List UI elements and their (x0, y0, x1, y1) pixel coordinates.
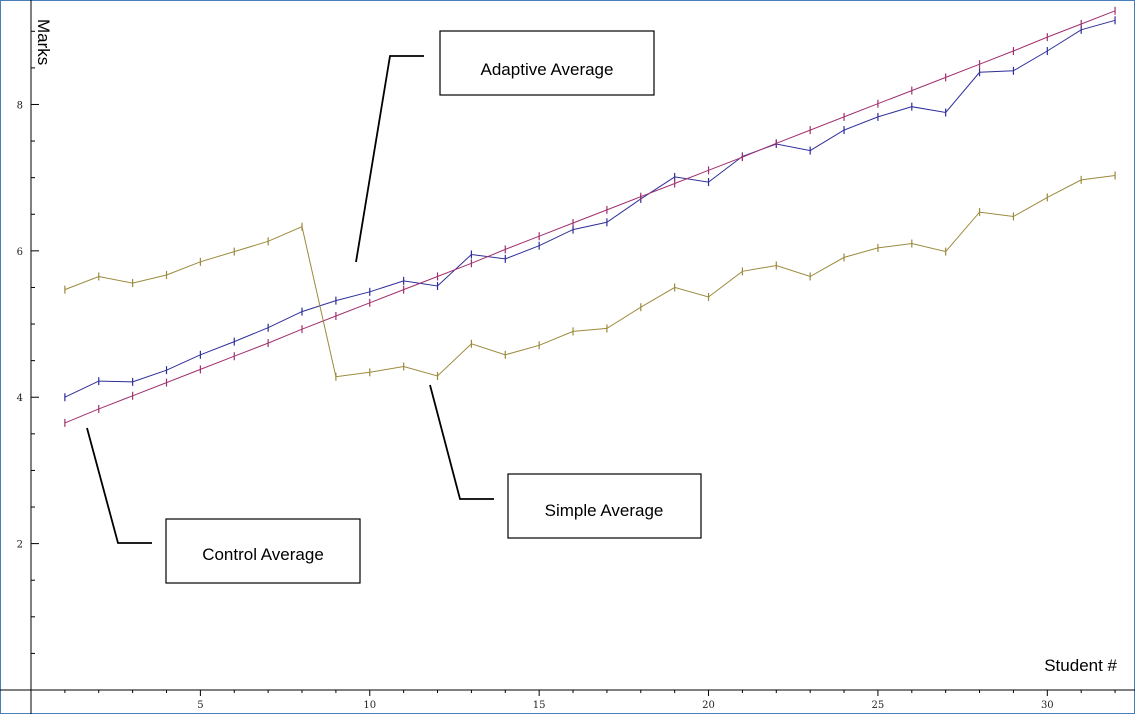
callout-label-control: Control Average (202, 545, 324, 564)
y-ticks: 2 4 6 8 (17, 30, 39, 654)
y-tick-label: 4 (17, 393, 23, 404)
y-tick-label: 6 (17, 247, 23, 258)
callout-adaptive: Adaptive Average (355, 30, 655, 263)
series-control-average (64, 6, 1116, 427)
x-axis-title: Student # (1044, 656, 1117, 675)
callout-box-adaptive (439, 30, 655, 96)
x-ticks: 5 10 15 20 25 30 (64, 690, 1116, 711)
x-tick-label: 25 (872, 700, 885, 711)
leader-line-adaptive (355, 55, 424, 263)
callout-control: Control Average (86, 427, 361, 584)
x-tick-label: 15 (533, 700, 546, 711)
leader-line-simple (429, 384, 494, 500)
series-layer (64, 6, 1116, 427)
series-line-simple-average (64, 175, 1116, 378)
callout-box-simple (507, 473, 702, 539)
y-tick-label: 8 (17, 100, 23, 111)
series-line-control-average (64, 10, 1116, 424)
x-tick-label: 10 (363, 700, 376, 711)
callout-label-simple: Simple Average (545, 501, 664, 520)
series-simple-average (64, 171, 1116, 381)
y-axis-title: Marks (34, 19, 53, 65)
x-tick-label: 30 (1041, 700, 1054, 711)
callout-simple: Simple Average (429, 384, 702, 539)
leader-line-control (86, 427, 152, 544)
x-tick-label: 5 (197, 700, 203, 711)
callout-box-control (165, 518, 361, 584)
y-tick-label: 2 (17, 540, 23, 551)
callout-label-adaptive: Adaptive Average (481, 60, 614, 79)
series-line-adaptive-average (64, 19, 1116, 398)
x-tick-label: 20 (702, 700, 715, 711)
